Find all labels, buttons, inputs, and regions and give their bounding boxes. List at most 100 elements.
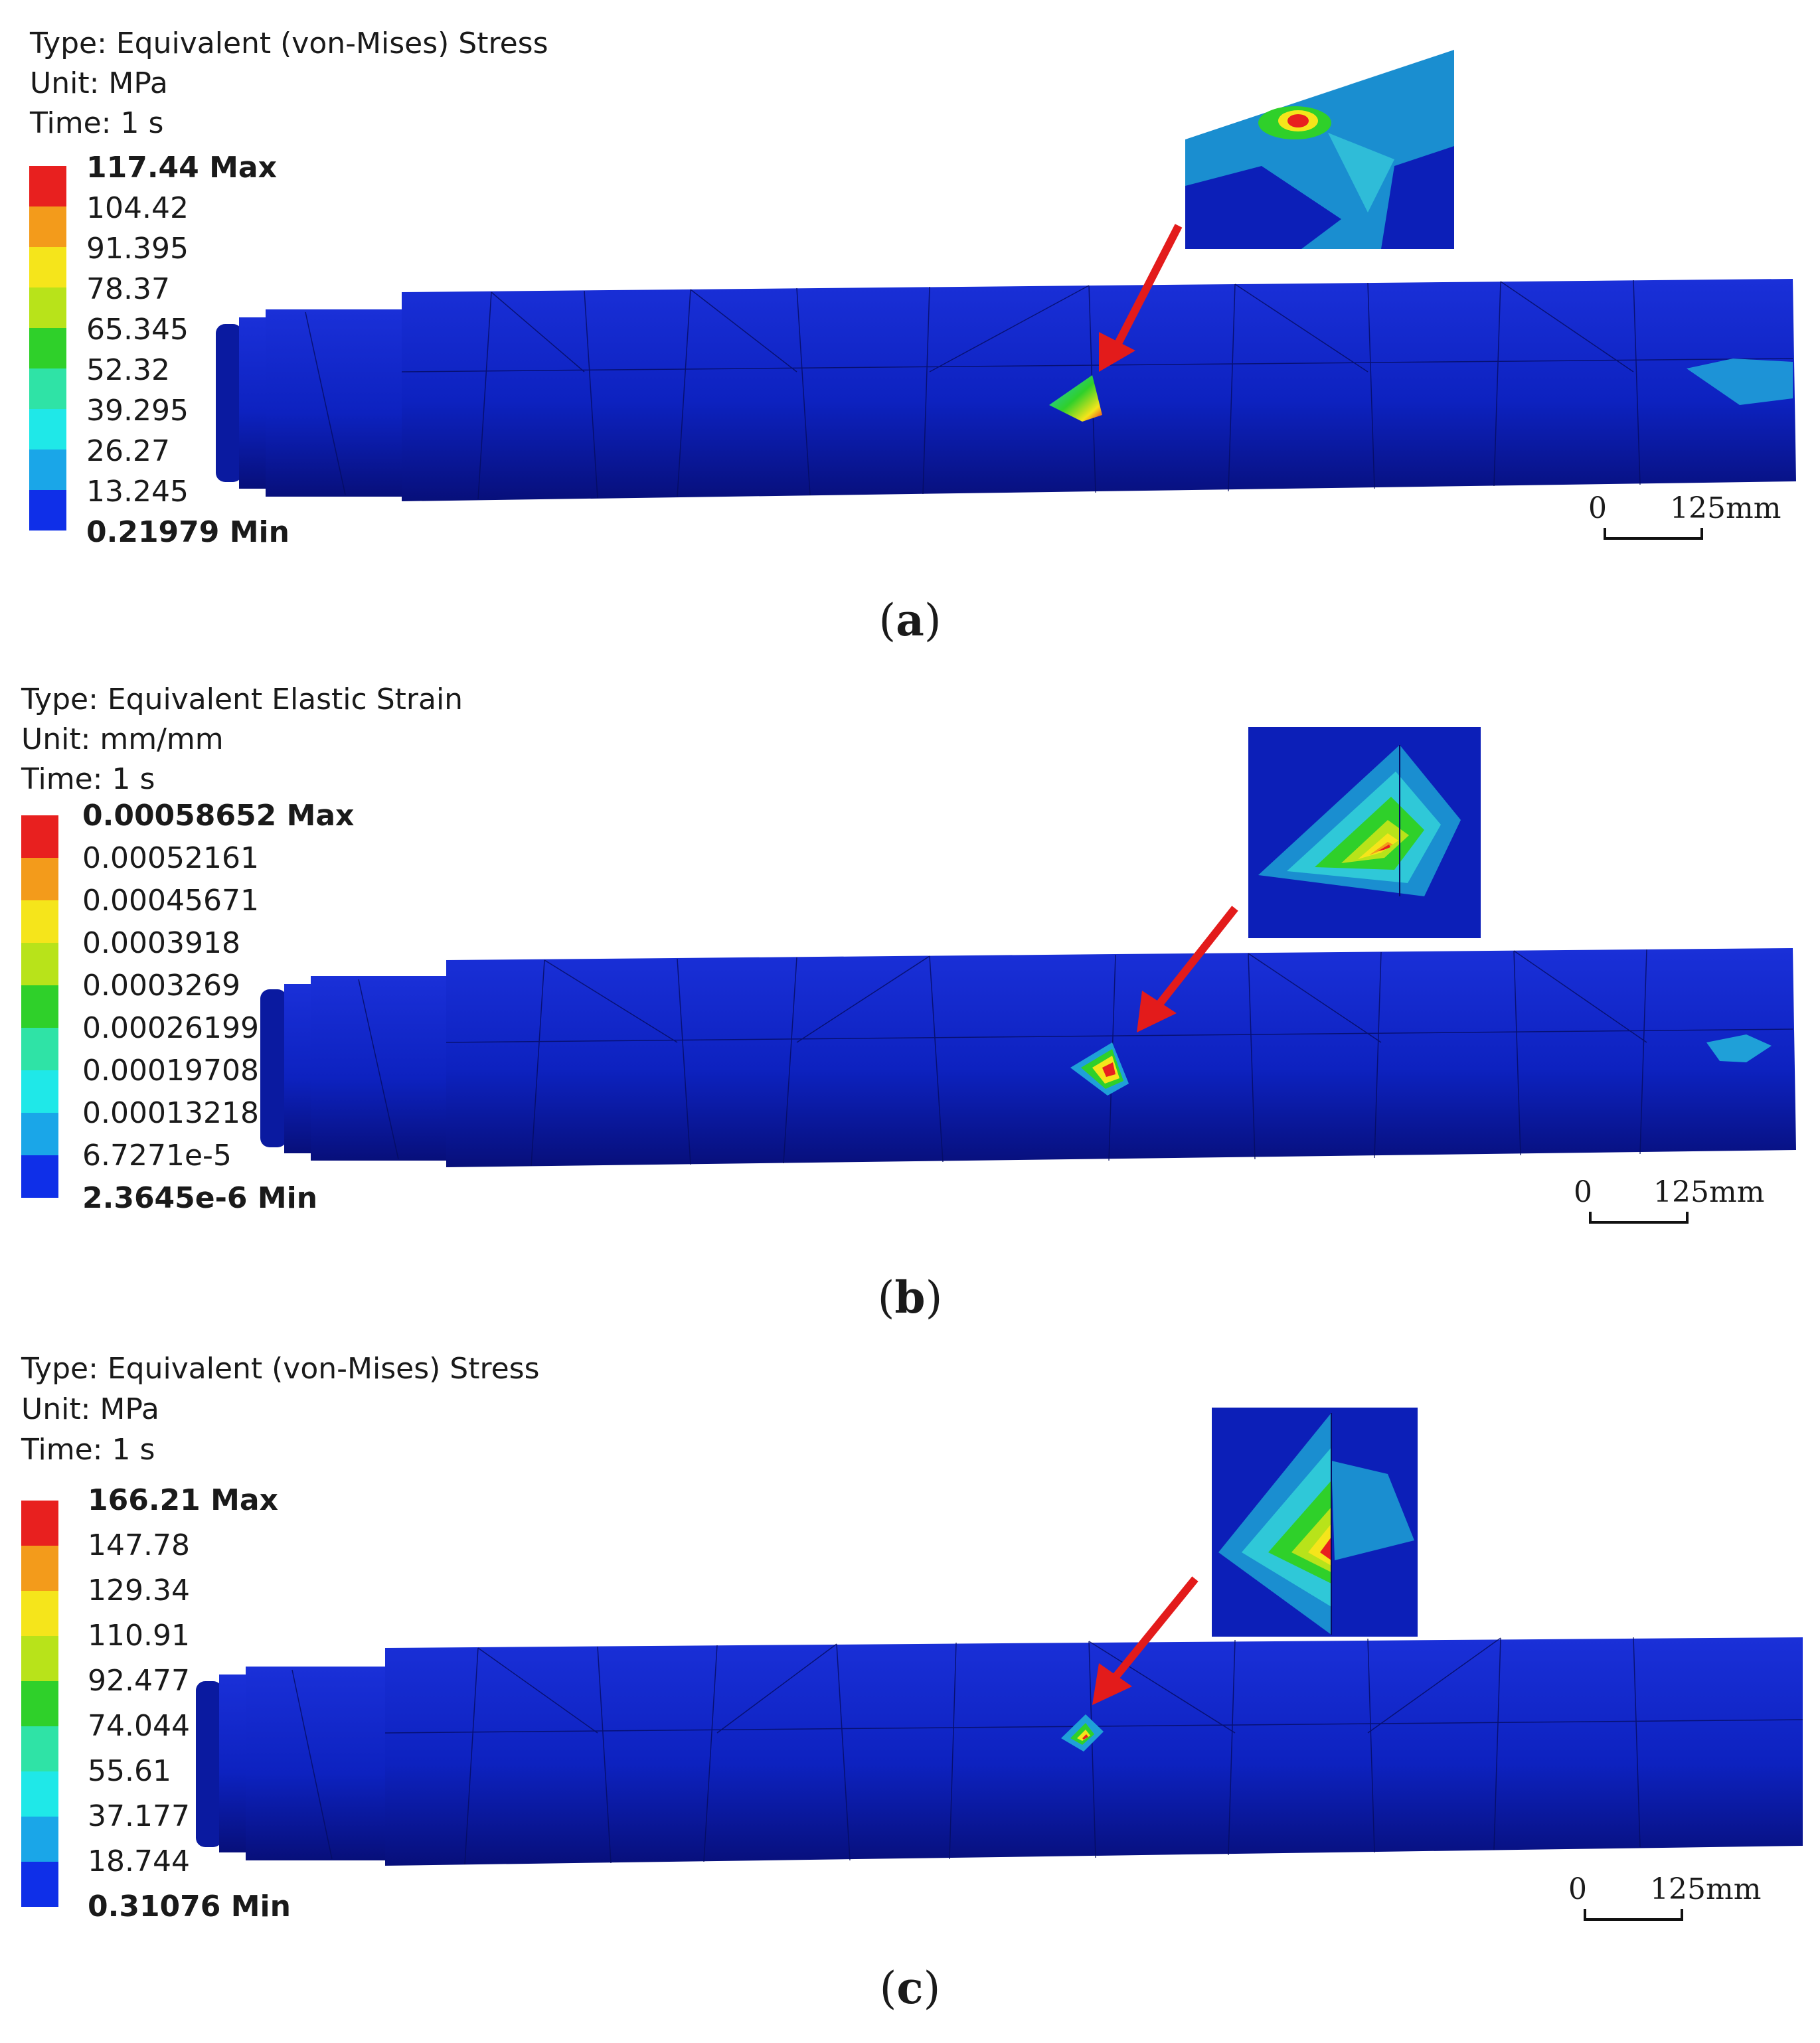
legend-label: 26.27 <box>86 434 170 468</box>
legend-label: 0.00013218 <box>82 1096 259 1130</box>
legend-swatch <box>21 985 58 1028</box>
legend-swatch <box>21 1155 58 1198</box>
legend-max-label: 117.44 Max <box>86 151 277 185</box>
scale-length-label: 125mm <box>1650 1872 1762 1906</box>
legend-swatch <box>29 490 66 531</box>
stress-hotspot <box>1061 1714 1104 1752</box>
result-time: Time: 1 s <box>21 762 155 796</box>
legend-label: 78.37 <box>86 272 170 306</box>
legend-label: 0.0003918 <box>82 926 240 960</box>
legend-swatch <box>29 449 66 490</box>
legend-label: 18.744 <box>88 1844 190 1878</box>
shaft-step-small <box>239 317 269 489</box>
legend-label: 104.42 <box>86 191 189 225</box>
legend-swatch <box>21 1726 58 1771</box>
scale-zero-label: 0 <box>1574 1175 1592 1209</box>
legend-swatch <box>21 1681 58 1726</box>
zoom-inset <box>1185 50 1454 249</box>
legend-swatch <box>29 368 66 409</box>
legend-swatch <box>21 1771 58 1817</box>
color-legend: 166.21 Max 147.78 129.34 110.91 92.477 7… <box>21 1484 353 1925</box>
legend-swatch <box>21 1546 58 1591</box>
panel-caption: (c) <box>879 1962 941 2014</box>
shaft-model-a <box>216 50 1796 501</box>
legend-min-label: 2.3645e-6 Min <box>82 1181 318 1215</box>
shaft-end-cap <box>260 989 287 1147</box>
result-time: Time: 1 s <box>30 106 164 140</box>
legend-swatch <box>29 166 66 206</box>
panel-c: Type: Equivalent (von-Mises) Stress Unit… <box>0 1341 1820 2043</box>
scale-zero-label: 0 <box>1588 491 1607 525</box>
legend-label: 91.395 <box>86 232 189 266</box>
legend-label: 129.34 <box>88 1574 190 1607</box>
shaft-step-mid <box>246 1667 388 1860</box>
zoom-inset <box>1212 1408 1418 1637</box>
scale-bar <box>1589 1212 1689 1224</box>
legend-label: 0.0003269 <box>82 969 240 1003</box>
shaft-model-c <box>196 1408 1803 1866</box>
legend-swatch <box>29 247 66 287</box>
pointer-arrow <box>1137 906 1238 1032</box>
legend-label: 65.345 <box>86 313 189 347</box>
shaft-end-cap <box>196 1681 222 1847</box>
legend-swatch <box>29 409 66 449</box>
mesh-lines <box>305 280 1793 500</box>
legend-swatch <box>29 206 66 247</box>
legend-swatch <box>21 1862 58 1907</box>
legend-label: 39.295 <box>86 394 189 428</box>
panel-caption: (a) <box>878 594 942 646</box>
legend-label: 52.32 <box>86 353 170 387</box>
result-unit: Unit: mm/mm <box>21 722 224 756</box>
legend-label: 37.177 <box>88 1799 190 1833</box>
panel-caption: (b) <box>877 1271 943 1323</box>
shaft-end-cap <box>216 324 242 482</box>
legend-swatch <box>21 858 58 900</box>
legend-swatch <box>29 328 66 368</box>
stress-hotspot <box>1049 375 1102 422</box>
shaft-step-mid <box>311 976 450 1161</box>
legend-max-label: 0.00058652 Max <box>82 799 355 833</box>
pointer-arrow <box>1099 224 1183 372</box>
legend-label: 55.61 <box>88 1754 171 1788</box>
secondary-hotspot <box>1706 1034 1772 1062</box>
shaft-step-small <box>284 984 314 1153</box>
legend-min-label: 0.31076 Min <box>88 1890 291 1923</box>
shaft-main-body <box>385 1637 1803 1866</box>
result-type: Type: Equivalent (von-Mises) Stress <box>21 1352 540 1386</box>
legend-label: 6.7271e-5 <box>82 1139 232 1173</box>
legend-min-label: 0.21979 Min <box>86 515 290 549</box>
secondary-hotspot <box>1687 359 1793 405</box>
legend-swatch <box>21 900 58 943</box>
legend-label: 74.044 <box>88 1709 190 1743</box>
color-legend: 117.44 Max 104.42 91.395 78.37 65.345 52… <box>29 151 361 549</box>
panel-a: Type: Equivalent (von-Mises) Stress Unit… <box>0 0 1820 671</box>
scale-bar <box>1604 528 1703 540</box>
legend-label: 147.78 <box>88 1528 190 1562</box>
legend-swatch <box>21 1113 58 1155</box>
legend-swatch <box>21 815 58 858</box>
legend-swatch <box>21 1501 58 1546</box>
legend-label: 0.00045671 <box>82 884 259 918</box>
shaft-main-body <box>402 279 1796 501</box>
shaft-main-body <box>446 948 1796 1167</box>
scale-length-label: 125mm <box>1653 1175 1765 1209</box>
legend-label: 0.00019708 <box>82 1054 259 1088</box>
legend-swatch <box>29 287 66 328</box>
result-time: Time: 1 s <box>21 1433 155 1467</box>
scale-length-label: 125mm <box>1670 491 1781 525</box>
legend-label: 0.00052161 <box>82 841 259 875</box>
shaft-step-mid <box>266 309 405 497</box>
scale-bar <box>1584 1909 1683 1921</box>
legend-swatch <box>21 1028 58 1070</box>
pointer-arrow <box>1092 1576 1199 1705</box>
scale-zero-label: 0 <box>1568 1872 1587 1906</box>
result-type: Type: Equivalent (von-Mises) Stress <box>30 27 548 60</box>
legend-label: 110.91 <box>88 1619 190 1653</box>
legend-label: 0.00026199 <box>82 1011 259 1045</box>
result-unit: Unit: MPa <box>21 1392 159 1426</box>
color-legend: 0.00058652 Max 0.00052161 0.00045671 0.0… <box>21 799 420 1215</box>
legend-label: 92.477 <box>88 1664 190 1698</box>
result-type: Type: Equivalent Elastic Strain <box>21 683 463 716</box>
legend-swatch <box>21 1591 58 1636</box>
strain-hotspot <box>1070 1042 1129 1096</box>
